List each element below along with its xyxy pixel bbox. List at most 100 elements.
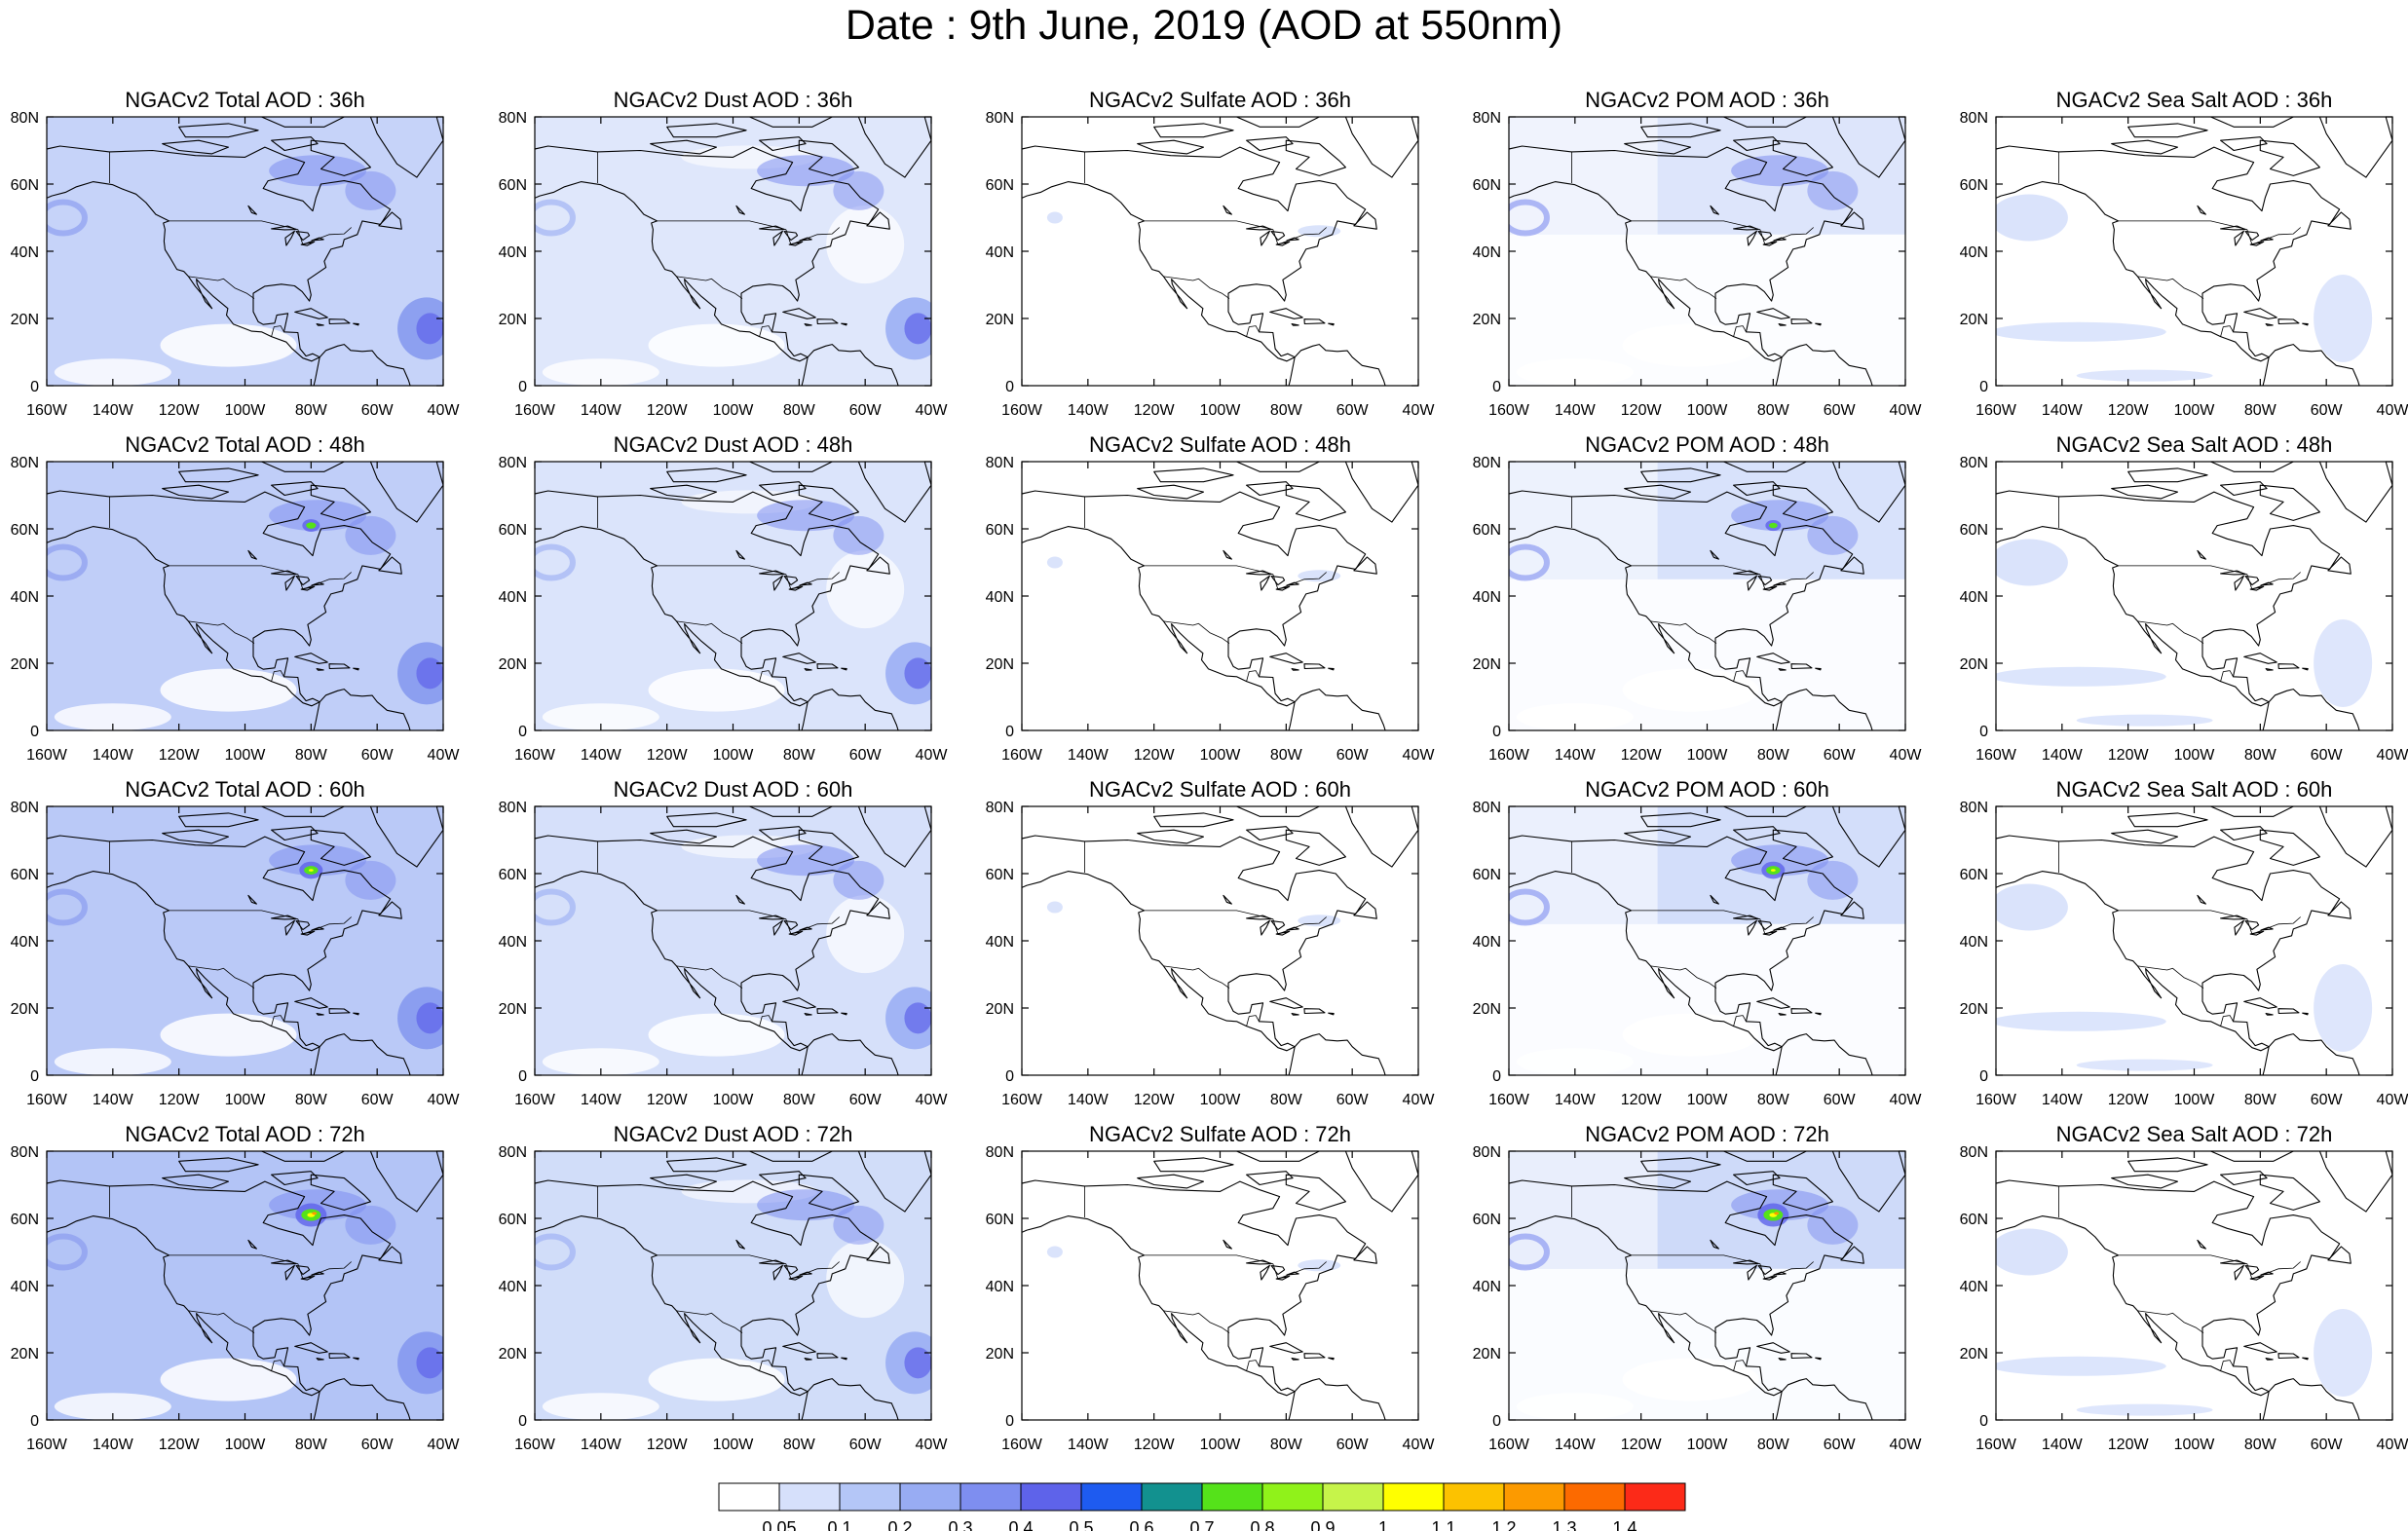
map-panel-total-2: NGACv2 Total AOD : 60h 160W 140W 120W 100W 80… [11,777,461,1108]
x-tick-label: 140W [581,1092,622,1108]
x-tick-label: 160W [1488,1092,1530,1108]
x-tick-label: 80W [295,1092,328,1108]
colorbar-swatch [1201,1482,1263,1512]
x-tick-label: 140W [1555,402,1597,419]
y-tick-label: 0 [518,1068,527,1085]
y-tick-label: 20N [986,1001,1014,1018]
x-tick-label: 120W [2108,747,2150,764]
y-tick-label: 40N [986,244,1014,261]
colorbar-swatch [959,1482,1022,1512]
x-tick-label: 100W [1200,1092,1242,1108]
y-tick-label: 0 [1005,1068,1014,1085]
x-tick-label: 40W [1403,1437,1436,1453]
y-tick-label: 0 [1979,379,1988,395]
page-title: Date : 9th June, 2019 (AOD at 550nm) [845,2,1563,49]
x-tick-label: 60W [1824,402,1857,419]
x-tick-label: 160W [1975,402,2017,419]
y-tick-label: 40N [499,244,527,261]
y-tick-label: 0 [1005,724,1014,740]
x-tick-label: 160W [26,402,68,419]
x-tick-label: 80W [783,402,816,419]
colorbar-label: 0.3 [948,1518,972,1531]
colorbar-label: 0.2 [887,1518,912,1531]
x-tick-label: 80W [1270,747,1303,764]
y-tick-label: 40N [11,244,39,261]
x-tick-label: 80W [1757,402,1790,419]
y-tick-label: 60N [986,1212,1014,1228]
y-tick-label: 60N [1960,522,1988,539]
y-tick-label: 80N [1473,455,1501,471]
x-tick-label: 160W [26,747,68,764]
y-tick-label: 40N [1960,934,1988,951]
y-tick-label: 20N [986,1346,1014,1363]
y-tick-label: 0 [1492,1068,1501,1085]
x-tick-label: 160W [26,1092,68,1108]
y-tick-label: 80N [1473,110,1501,127]
x-tick-label: 120W [1134,747,1176,764]
panel-title: NGACv2 Sulfate AOD : 60h [1089,777,1351,802]
colorbar-label: 0.1 [827,1518,851,1531]
x-tick-label: 140W [1068,747,1110,764]
x-tick-label: 80W [295,747,328,764]
y-tick-label: 40N [499,589,527,606]
x-tick-label: 160W [1488,747,1530,764]
x-tick-label: 40W [2377,1437,2408,1453]
x-tick-label: 80W [2244,1437,2277,1453]
x-tick-label: 160W [1001,1437,1043,1453]
y-tick-label: 20N [499,1001,527,1018]
y-tick-label: 20N [11,1346,39,1363]
y-tick-label: 0 [1492,379,1501,395]
x-tick-label: 160W [26,1437,68,1453]
panel-title: NGACv2 Dust AOD : 48h [614,432,853,457]
y-tick-label: 60N [11,867,39,883]
x-tick-label: 120W [159,1437,201,1453]
colorbar-swatch [1080,1482,1143,1512]
x-tick-label: 100W [225,1437,267,1453]
x-tick-label: 100W [2174,1092,2216,1108]
colorbar-label: 1.1 [1431,1518,1455,1531]
colorbar-label: 0.8 [1250,1518,1274,1531]
x-tick-label: 60W [849,402,883,419]
y-tick-label: 60N [986,867,1014,883]
y-tick-label: 60N [499,1212,527,1228]
colorbar-swatch [778,1482,841,1512]
x-tick-label: 140W [1555,747,1597,764]
x-tick-label: 60W [849,1437,883,1453]
y-tick-label: 0 [1492,724,1501,740]
y-tick-label: 60N [986,522,1014,539]
y-tick-label: 40N [1473,589,1501,606]
x-tick-label: 160W [1001,402,1043,419]
y-tick-label: 20N [11,312,39,328]
x-tick-label: 40W [2377,747,2408,764]
x-tick-label: 40W [1403,1092,1436,1108]
x-tick-label: 40W [428,747,461,764]
y-tick-label: 0 [518,1413,527,1430]
x-tick-label: 80W [2244,1092,2277,1108]
colorbar-label: 0.4 [1008,1518,1033,1531]
y-tick-label: 20N [1473,656,1501,673]
x-tick-label: 60W [849,747,883,764]
x-tick-label: 40W [2377,402,2408,419]
x-tick-label: 80W [295,1437,328,1453]
x-tick-label: 60W [849,1092,883,1108]
x-tick-label: 100W [225,1092,267,1108]
map-panel-seasalt-3: NGACv2 Sea Salt AOD : 72h 160W 140W 120W 100… [1960,1122,2408,1453]
x-tick-label: 140W [93,1092,134,1108]
x-tick-label: 100W [1200,747,1242,764]
y-tick-label: 0 [30,379,39,395]
map-panel-sulfate-2: NGACv2 Sulfate AOD : 60h 160W 140W 120W 100W… [986,777,1436,1108]
x-tick-label: 160W [1001,1092,1043,1108]
panel-title: NGACv2 Sea Salt AOD : 72h [2056,1122,2333,1146]
map-panel-dust-2: NGACv2 Dust AOD : 60h 160W 140W 120W 100W 80W… [499,777,949,1108]
x-tick-label: 60W [1336,1437,1370,1453]
y-tick-label: 80N [499,1144,527,1161]
panel-title: NGACv2 Sea Salt AOD : 48h [2056,432,2333,457]
panel-title: NGACv2 Dust AOD : 60h [614,777,853,802]
colorbar-label: 0.6 [1129,1518,1153,1531]
x-tick-label: 100W [1687,1437,1729,1453]
x-tick-label: 160W [514,747,556,764]
y-tick-label: 60N [986,177,1014,194]
x-tick-label: 160W [1975,747,2017,764]
y-tick-label: 40N [1473,934,1501,951]
